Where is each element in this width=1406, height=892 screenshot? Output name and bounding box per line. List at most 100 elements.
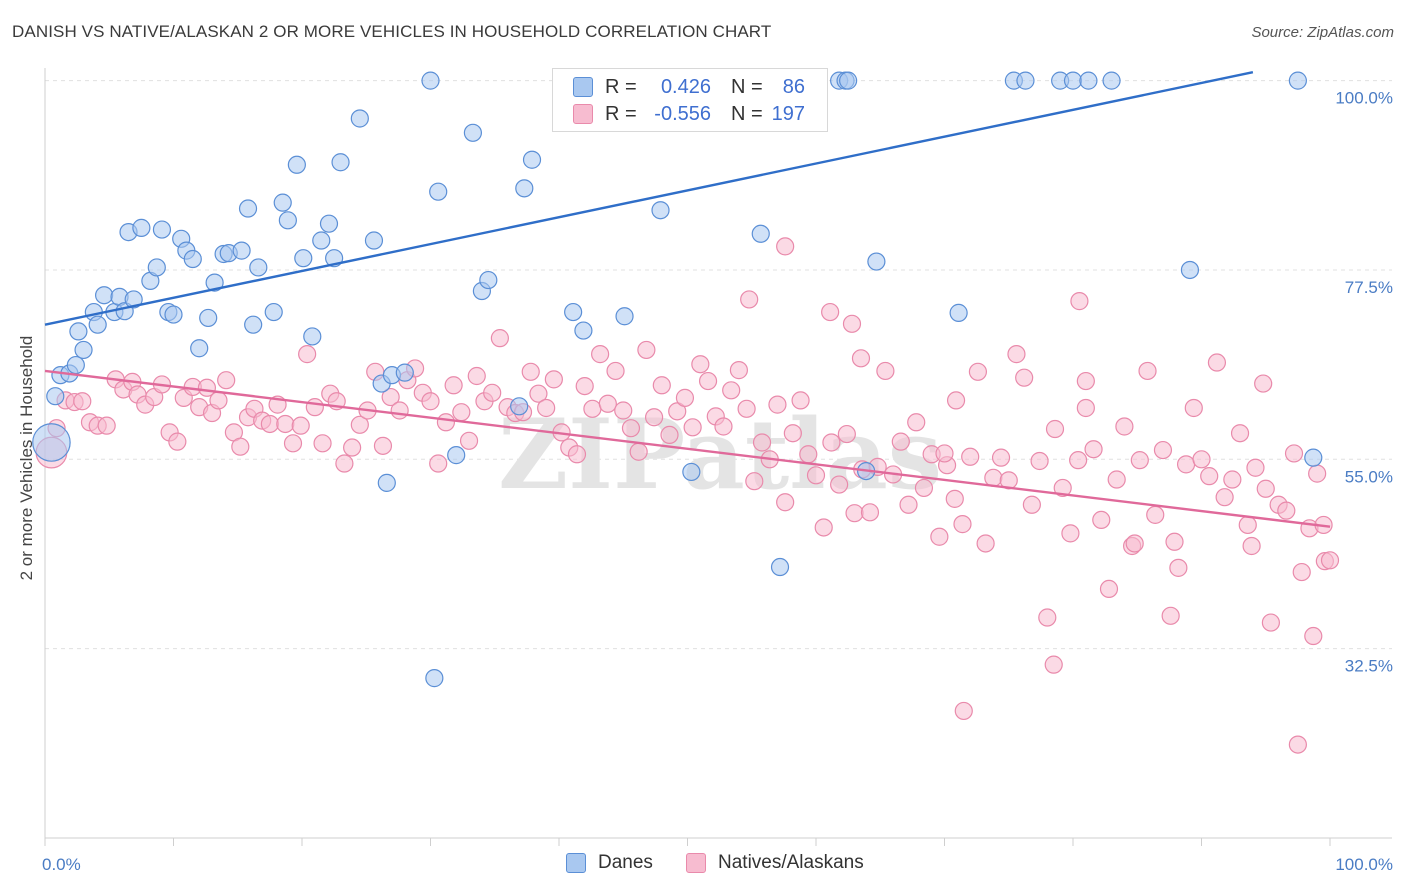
point-natives (907, 413, 926, 432)
point-natives (614, 401, 633, 420)
point-natives (1044, 655, 1063, 674)
point-natives (752, 433, 772, 452)
legend-label-danes: Danes (598, 852, 653, 873)
point-danes (770, 557, 790, 577)
legend-row-natives: R = -0.556 N = 197 (573, 101, 805, 127)
point-natives (954, 701, 973, 721)
point-natives (652, 376, 671, 395)
point-danes (152, 220, 172, 239)
point-natives (799, 445, 818, 464)
point-natives (945, 489, 964, 508)
point-natives (350, 415, 369, 434)
point-natives (1207, 353, 1227, 372)
data-points (32, 71, 1340, 754)
point-danes (574, 321, 593, 340)
point-natives (1256, 479, 1275, 498)
point-danes (1288, 71, 1307, 90)
point-natives (373, 436, 393, 455)
point-natives (1169, 558, 1188, 577)
legend-item-danes[interactable]: Danes (566, 852, 653, 874)
y-tick-label: 32.5% (1345, 657, 1393, 676)
danes-swatch (573, 77, 593, 97)
point-danes (147, 258, 166, 277)
point-natives (1092, 510, 1111, 530)
point-natives (305, 398, 324, 417)
point-natives (683, 418, 702, 437)
point-danes (124, 290, 143, 309)
legend-n-label: N = (731, 75, 763, 98)
point-natives (209, 391, 228, 410)
point-natives (891, 432, 910, 451)
point-natives (1069, 451, 1088, 470)
point-natives (1015, 368, 1034, 387)
point-danes (377, 473, 396, 492)
point-danes (1079, 71, 1098, 90)
point-natives (1099, 579, 1119, 599)
point-danes (294, 249, 313, 268)
point-natives (1320, 551, 1340, 570)
point-danes (331, 153, 350, 172)
point-natives (1038, 608, 1057, 627)
point-danes (751, 224, 770, 243)
point-natives (444, 376, 463, 395)
point-natives (1153, 440, 1173, 460)
point-natives (698, 371, 718, 391)
point-natives (1107, 470, 1126, 489)
point-natives (529, 384, 548, 403)
point-natives (821, 302, 840, 322)
point-natives (544, 370, 563, 389)
point-natives (283, 434, 303, 453)
point-natives (1284, 444, 1304, 463)
point-danes (350, 109, 369, 128)
stats-legend: R = 0.426 N = 86 R = -0.556 N = 197 (552, 68, 828, 132)
point-natives (483, 383, 502, 402)
point-danes (232, 241, 251, 260)
point-natives (1230, 424, 1250, 443)
trend-line-natives (44, 369, 1331, 528)
point-natives (830, 475, 849, 494)
point-natives (961, 447, 980, 466)
point-natives (740, 290, 759, 309)
point-natives (1215, 488, 1234, 507)
point-danes (615, 307, 634, 326)
point-natives (1061, 524, 1080, 543)
point-danes (429, 182, 448, 201)
point-danes (425, 669, 444, 688)
point-natives (1246, 458, 1265, 477)
point-natives (845, 504, 864, 523)
point-natives (168, 432, 187, 451)
point-natives (637, 340, 656, 360)
point-natives (776, 493, 795, 512)
chart-title: DANISH VS NATIVE/ALASKAN 2 OR MORE VEHIC… (12, 22, 772, 41)
legend-n-label: N = (731, 102, 763, 125)
point-danes (303, 327, 322, 346)
point-danes (164, 305, 183, 324)
point-natives (1022, 495, 1041, 514)
legend-item-natives[interactable]: Natives/Alaskans (686, 852, 864, 874)
point-natives (298, 345, 317, 364)
point-natives (583, 399, 602, 418)
point-natives (737, 399, 756, 418)
grid-lines (45, 80, 1392, 650)
point-danes (867, 252, 886, 271)
point-natives (1261, 613, 1280, 632)
point-danes (510, 397, 529, 416)
point-natives (1184, 398, 1203, 418)
legend-n-value: 197 (771, 102, 805, 125)
point-danes (88, 315, 107, 334)
point-natives (930, 527, 949, 546)
point-natives (675, 388, 695, 407)
point-danes (447, 446, 466, 465)
point-natives (1308, 464, 1327, 483)
trend-line-danes (44, 71, 1254, 326)
point-natives (1084, 440, 1103, 459)
point-danes (564, 302, 583, 322)
point-danes (238, 199, 258, 218)
point-danes (395, 363, 414, 382)
point-danes (278, 211, 297, 230)
point-natives (860, 503, 880, 522)
point-natives (459, 431, 479, 450)
tick-labels: 100.0% 77.5% 55.0% 32.5% 0.0% 100.0% 2 or more… (17, 89, 1393, 874)
point-danes (32, 423, 71, 462)
point-natives (783, 424, 802, 443)
